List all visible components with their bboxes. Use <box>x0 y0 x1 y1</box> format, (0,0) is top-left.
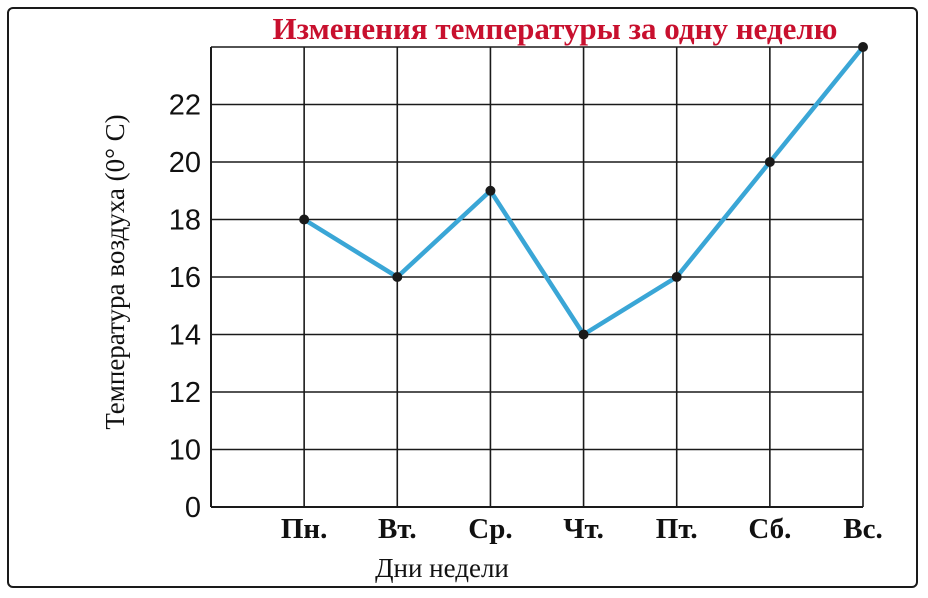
x-tick-labels: Пн. Вт. Ср. Чт. Пт. Сб. Вс. <box>281 513 883 545</box>
x-tick-label: Вс. <box>843 513 882 545</box>
x-tick-label: Чт. <box>563 513 604 545</box>
data-point <box>299 214 310 225</box>
y-tick-label: 22 <box>169 90 201 122</box>
y-tick-label: 12 <box>169 377 201 409</box>
data-point <box>671 272 682 282</box>
y-tick-label: 16 <box>169 262 201 294</box>
y-tick-labels: 0 10 12 14 16 18 20 22 <box>169 90 201 525</box>
x-tick-label: Пт. <box>656 513 698 545</box>
y-axis-label: Температура воздуха (0° C) <box>100 114 130 429</box>
data-point <box>764 157 775 167</box>
y-tick-label: 14 <box>169 320 201 352</box>
x-tick-label: Пн. <box>281 513 328 545</box>
x-axis-label: Дни недели <box>375 553 509 583</box>
x-tick-label: Ср. <box>468 513 512 545</box>
y-tick-label: 0 <box>185 492 201 524</box>
x-tick-label: Сб. <box>748 513 791 545</box>
data-point <box>485 185 496 196</box>
axes <box>210 47 863 508</box>
data-point <box>578 329 589 340</box>
x-tick-label: Вт. <box>378 513 417 545</box>
grid <box>211 46 864 507</box>
data-point <box>858 42 868 52</box>
chart-title: Изменения температуры за одну неделю <box>273 11 838 46</box>
y-tick-label: 10 <box>169 435 201 467</box>
chart-frame <box>7 7 918 588</box>
series <box>299 42 868 340</box>
y-tick-label: 18 <box>169 205 201 237</box>
data-point <box>392 272 403 282</box>
y-tick-label: 20 <box>169 147 201 179</box>
